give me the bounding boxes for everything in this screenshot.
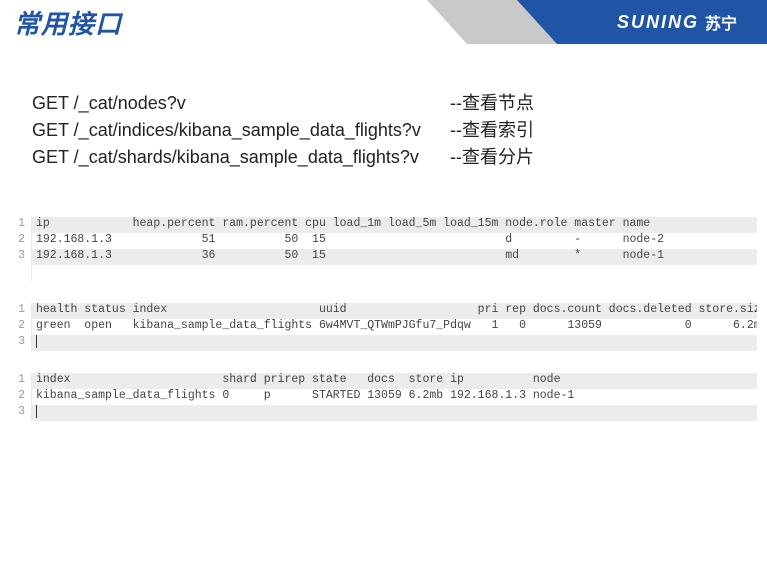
code-row: 3 192.168.1.3 36 50 15 md * node-1 bbox=[10, 249, 757, 265]
header: 常用接口 SUNING 苏宁 bbox=[0, 0, 767, 44]
api-desc: --查看节点 bbox=[450, 90, 534, 117]
code-block-nodes: 1 ip heap.percent ram.percent cpu load_1… bbox=[10, 217, 757, 281]
gutter: 3 bbox=[10, 249, 32, 265]
brand-cn: 苏宁 bbox=[705, 10, 737, 34]
gutter: 2 bbox=[10, 233, 32, 249]
api-row: GET /_cat/shards/kibana_sample_data_flig… bbox=[32, 144, 735, 171]
code-row: 1 index shard prirep state docs store ip… bbox=[10, 373, 757, 389]
gutter: 1 bbox=[10, 303, 32, 319]
code-row: 2 kibana_sample_data_flights 0 p STARTED… bbox=[10, 389, 757, 405]
code-line: kibana_sample_data_flights 0 p STARTED 1… bbox=[32, 389, 757, 405]
code-row: 2 192.168.1.3 51 50 15 d - node-2 bbox=[10, 233, 757, 249]
gutter: 1 bbox=[10, 217, 32, 233]
code-line: 192.168.1.3 51 50 15 d - node-2 bbox=[32, 233, 757, 249]
api-row: GET /_cat/indices/kibana_sample_data_fli… bbox=[32, 117, 735, 144]
code-line: health status index uuid pri rep docs.co… bbox=[32, 303, 757, 319]
code-line bbox=[32, 405, 757, 421]
code-row: 3 bbox=[10, 405, 757, 421]
page-title: 常用接口 bbox=[0, 4, 122, 41]
code-row: 1 health status index uuid pri rep docs.… bbox=[10, 303, 757, 319]
code-block-shards: 1 index shard prirep state docs store ip… bbox=[10, 373, 757, 421]
api-cmd: GET /_cat/shards/kibana_sample_data_flig… bbox=[32, 144, 450, 171]
code-row: 1 ip heap.percent ram.percent cpu load_1… bbox=[10, 217, 757, 233]
code-row: 3 bbox=[10, 335, 757, 351]
api-desc: --查看索引 bbox=[450, 117, 534, 144]
code-line bbox=[32, 335, 757, 351]
gutter: 3 bbox=[10, 335, 32, 351]
api-cmd: GET /_cat/indices/kibana_sample_data_fli… bbox=[32, 117, 450, 144]
code-line: index shard prirep state docs store ip n… bbox=[32, 373, 757, 389]
api-desc: --查看分片 bbox=[450, 144, 534, 171]
gutter: 2 bbox=[10, 389, 32, 405]
code-line: 192.168.1.3 36 50 15 md * node-1 bbox=[32, 249, 757, 265]
code-line: ip heap.percent ram.percent cpu load_1m … bbox=[32, 217, 757, 233]
code-row: 2 green open kibana_sample_data_flights … bbox=[10, 319, 757, 335]
brand: SUNING 苏宁 bbox=[617, 0, 737, 44]
code-block-indices: 1 health status index uuid pri rep docs.… bbox=[10, 303, 757, 351]
code-line bbox=[32, 265, 757, 281]
brand-en: SUNING bbox=[617, 12, 699, 33]
cursor-icon bbox=[36, 405, 37, 418]
title-bar: 常用接口 bbox=[0, 0, 122, 44]
api-cmd: GET /_cat/nodes?v bbox=[32, 90, 450, 117]
api-row: GET /_cat/nodes?v --查看节点 bbox=[32, 90, 735, 117]
code-row bbox=[10, 265, 757, 281]
gutter: 2 bbox=[10, 319, 32, 335]
code-line: green open kibana_sample_data_flights 6w… bbox=[32, 319, 757, 335]
cursor-icon bbox=[36, 335, 37, 348]
content: GET /_cat/nodes?v --查看节点 GET /_cat/indic… bbox=[0, 44, 767, 171]
api-list: GET /_cat/nodes?v --查看节点 GET /_cat/indic… bbox=[32, 90, 735, 171]
gutter: 1 bbox=[10, 373, 32, 389]
gutter: 3 bbox=[10, 405, 32, 421]
gutter bbox=[10, 265, 32, 281]
